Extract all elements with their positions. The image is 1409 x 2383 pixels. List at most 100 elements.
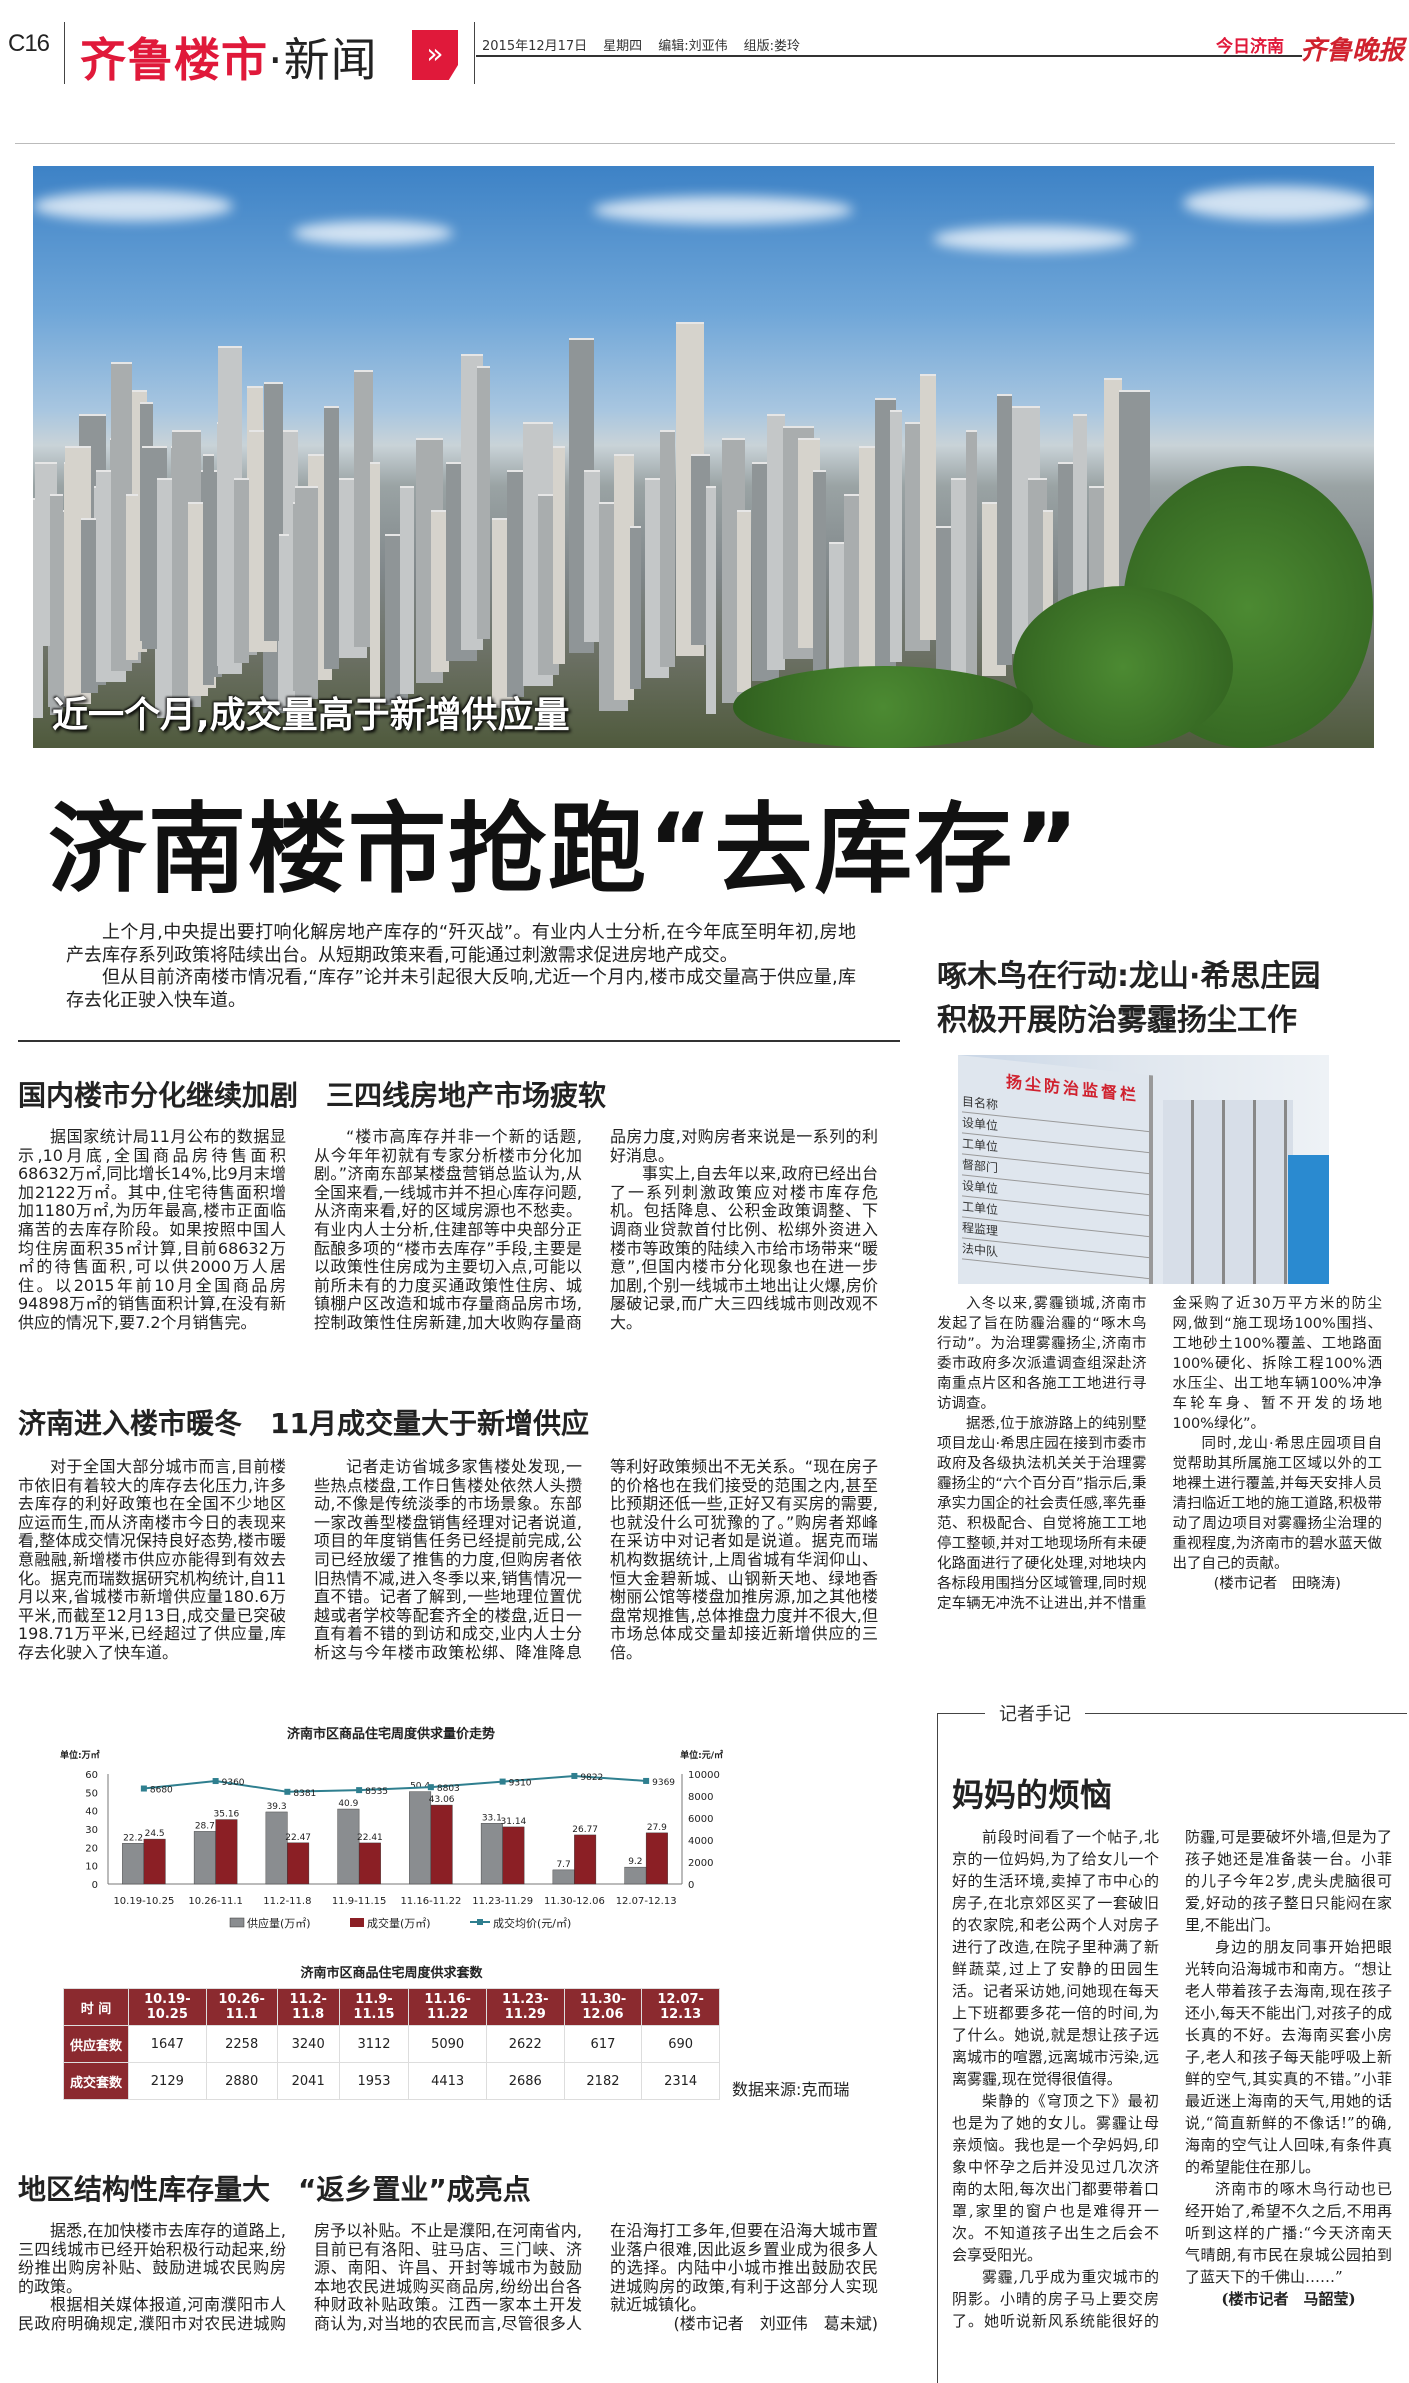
table-cell: 3240 [276,2025,340,2063]
table-cell: 2129 [128,2062,207,2100]
supply-label: 33.1 [482,1813,502,1823]
supply-label: 40.9 [338,1799,358,1809]
table-title: 济南市区商品住宅周度供求套数 [300,1966,483,1981]
x-tick-label: 11.2-11.8 [263,1896,311,1907]
y2-axis-unit: 单位:元/㎡ [680,1749,723,1761]
building [369,462,380,716]
price-point [427,1784,434,1791]
paragraph: 据悉,在加快楼市去库存的道路上,三四线城市已经开始积极行动起来,纷纷推出购房补贴… [18,2221,286,2296]
price-point [212,1778,219,1785]
supply-bar [265,1811,288,1885]
y-tick-label: 20 [85,1843,98,1854]
y-tick-label: 50 [85,1788,98,1799]
paragraph: 对于全国大部分城市而言,目前楼市依旧有着较大的库存去化压力,许多去库存的利好政策… [18,1457,286,1662]
divider [64,22,65,84]
article-body-1: 据国家统计局11月公布的数据显示,10月底,全国商品房待售面积68632万㎡,同… [18,1127,878,1333]
building [706,486,717,714]
dust-control-board-photo: 扬尘防治监督栏 目名称 设单位 工单位 督部门 设单位 工单位 程监理 法中队 [958,1055,1329,1284]
right-headline-line2: 积极开展防治雾霾扬尘工作 [937,1003,1297,1038]
right-article-body: 入冬以来,雾霾锁城,济南市发起了旨在防霾治霾的“啄木鸟行动”。为治理雾霾扬尘,济… [937,1294,1382,1614]
note-rule [937,1713,1407,1714]
main-headline: 济南楼市抢跑“去库存” [48,793,1081,907]
table-row: 成交套数 2129 2880 2041 1953 4413 2686 2182 2314 [63,2062,720,2100]
subhead-3: 地区结构性库存量大 “返乡置业”成亮点 [18,2173,531,2206]
price-label: 8535 [365,1787,388,1797]
building [323,406,339,669]
byline: (楼市记者 马韶莹) [1221,2290,1356,2308]
building [629,526,641,689]
paragraph: 同时,龙山·希思庄园项目自觉帮助其所属施工区域以外的工地裸土进行覆盖,并每天安排… [1172,1436,1383,1572]
table-cell: 2622 [485,2025,565,2063]
legend-deals: 成交量(万㎡) [367,1916,431,1930]
table-cell: 4413 [408,2062,487,2100]
price-label: 9369 [652,1778,675,1788]
units-table: 时 间 10.19-10.25 10.26-11.1 11.2-11.8 11.9-1… [63,1988,720,2100]
table-cell: 2041 [276,2062,340,2100]
building [279,534,290,710]
building [583,470,600,642]
supply-demand-chart: 济南市区商品住宅周度供求量价走势 单位:万㎡ 单位:元/㎡ 0 10 20 30 40 5… [60,1726,723,1930]
supply-label: 28.7 [195,1821,215,1831]
column-header: 12.07-12.13 [641,1988,720,2026]
paragraph: 济南市的啄木鸟行动也已经开始了,希望不久之后,不用再听到这样的广播:“今天济南天… [1185,2180,1392,2286]
supply-bar [122,1843,145,1885]
deals-bar [430,1804,453,1885]
table-cell: 1953 [338,2062,410,2100]
building [889,410,902,662]
table-cell: 2314 [641,2062,720,2100]
building [553,446,566,664]
column-header: 10.19-10.25 [128,1988,207,2026]
legend-swatch-deals [350,1918,364,1927]
building [187,502,208,696]
building [660,430,676,667]
supply-label: 39.3 [267,1802,287,1812]
y2-tick-label: 10000 [688,1770,720,1781]
x-tick-label: 11.30-12.06 [544,1896,605,1907]
deals-label: 27.9 [647,1823,667,1833]
chevron-right-icon: » [412,30,458,80]
table-cell: 5090 [408,2025,487,2063]
building [294,486,318,699]
x-tick-label: 11.16-11.22 [400,1896,461,1907]
paragraph: 记者走访省城多家售楼处发现,一些热点楼盘,工作日售楼处依然人头攒动,不像是传统淡… [314,1457,878,1662]
building [354,370,374,647]
article-body-2: 对于全国大部分城市而言,目前楼市依旧有着较大的库存去化压力,许多去库存的利好政策… [18,1457,878,1663]
table-cell: 2258 [205,2025,278,2063]
section-dot: · [268,33,284,87]
building [843,494,861,695]
price-point [140,1785,147,1792]
deals-bar [574,1834,597,1885]
y2-tick-label: 2000 [688,1858,713,1869]
supply-label: 7.7 [556,1860,570,1870]
supply-bar [193,1831,216,1885]
price-point [571,1772,578,1779]
paragraph: 据国家统计局11月公布的数据显示,10月底,全国商品房待售面积68632万㎡,同… [18,1127,286,1332]
column-header: 时 间 [63,1988,129,2026]
y-axis-unit: 单位:万㎡ [60,1749,100,1761]
editor: 编辑:刘亚伟 [658,39,728,54]
y-tick-label: 40 [85,1807,98,1818]
building [996,394,1012,665]
building [430,510,449,672]
y2-tick-label: 6000 [688,1814,713,1825]
chart-title: 济南市区商品住宅周度供求量价走势 [287,1726,495,1742]
y2-tick-label: 4000 [688,1836,713,1847]
x-tick-label: 10.26-11.1 [188,1896,243,1907]
price-line [143,1774,647,1793]
deals-bar [502,1826,525,1885]
building [264,382,284,641]
column-header: 11.2-11.8 [276,1988,340,2026]
reporter-note-box [937,1713,1407,2383]
x-tick-label: 10.19-10.25 [113,1896,174,1907]
deals-bar [645,1832,668,1885]
price-point [284,1788,291,1795]
column-header: 10.26-11.1 [205,1988,278,2026]
paragraph: “楼市高库存并非一个新的话题,从今年年初就有专家分析楼市分化加剧。”济南东部某楼… [314,1127,878,1332]
building [813,470,827,717]
weekday: 星期四 [603,39,643,54]
paragraph: 入冬以来,雾霾锁城,济南市发起了旨在防霾治霾的“啄木鸟行动”。为治理雾霾扬尘,济… [937,1296,1147,1412]
price-label: 8803 [437,1784,460,1794]
intro-paragraph: 上个月,中央提出要打响化解房地产库存的“歼灭战”。有业内人士分析,在今年底至明年… [66,922,856,966]
building [507,470,525,697]
table-cell: 2880 [205,2062,278,2100]
